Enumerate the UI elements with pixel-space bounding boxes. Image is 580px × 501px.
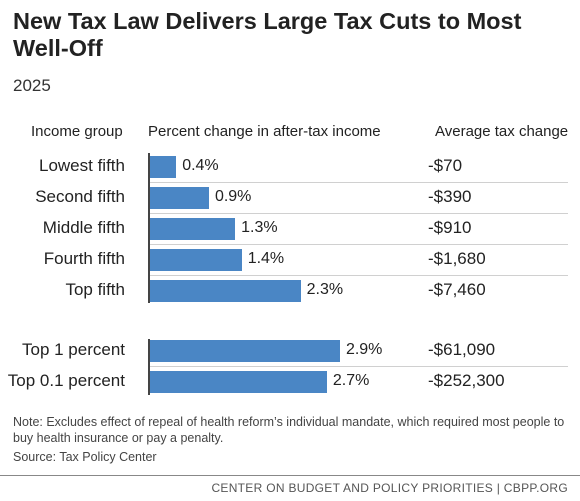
header-income-group: Income group [31,123,123,140]
chart-title: New Tax Law Delivers Large Tax Cuts to M… [13,8,522,61]
average-tax-change-value: -$61,090 [428,340,496,359]
data-label: 2.7% [332,372,370,389]
data-label: 1.4% [247,250,285,267]
average-tax-change-value: -$252,300 [428,371,505,390]
data-label: 1.3% [241,219,278,236]
category-label: Top fifth [65,280,125,299]
row-separator [148,244,568,245]
average-tax-change-value: -$910 [428,218,472,237]
header-percent-change: Percent change in after-tax income [148,123,381,140]
average-tax-change-value: -$70 [428,156,463,175]
chart-subtitle: 2025 [13,76,51,95]
bar-axis [148,339,150,395]
category-label: Second fifth [35,187,125,206]
average-tax-change-value: -$390 [428,187,472,206]
data-label: 0.9% [214,188,252,205]
bar [150,340,340,362]
bar-axis [148,153,150,303]
row-separator [148,213,568,214]
chart-source: Source: Tax Policy Center [13,450,157,464]
row-separator [148,275,568,276]
bar [150,249,242,271]
row-separator [148,182,568,183]
category-label: Top 1 percent [21,340,125,359]
footer-divider [0,475,580,476]
data-label: 2.9% [345,341,383,358]
category-label: Lowest fifth [39,156,125,175]
category-label: Top 0.1 percent [7,371,125,390]
average-tax-change-value: -$1,680 [428,249,486,268]
category-label: Fourth fifth [43,249,125,268]
row-separator [148,366,568,367]
bar [150,280,301,302]
bar [150,156,177,178]
header-average-tax-change: Average tax change [435,123,569,140]
chart-note: Note: Excludes effect of repeal of healt… [13,415,565,445]
footer-credit: CENTER ON BUDGET AND POLICY PRIORITIES |… [211,481,568,495]
data-label: 0.4% [182,157,219,174]
bar [150,218,236,240]
data-label: 2.3% [306,281,344,298]
bar [150,187,209,209]
average-tax-change-value: -$7,460 [428,280,486,299]
category-label: Middle fifth [42,218,125,237]
bar [150,371,327,393]
